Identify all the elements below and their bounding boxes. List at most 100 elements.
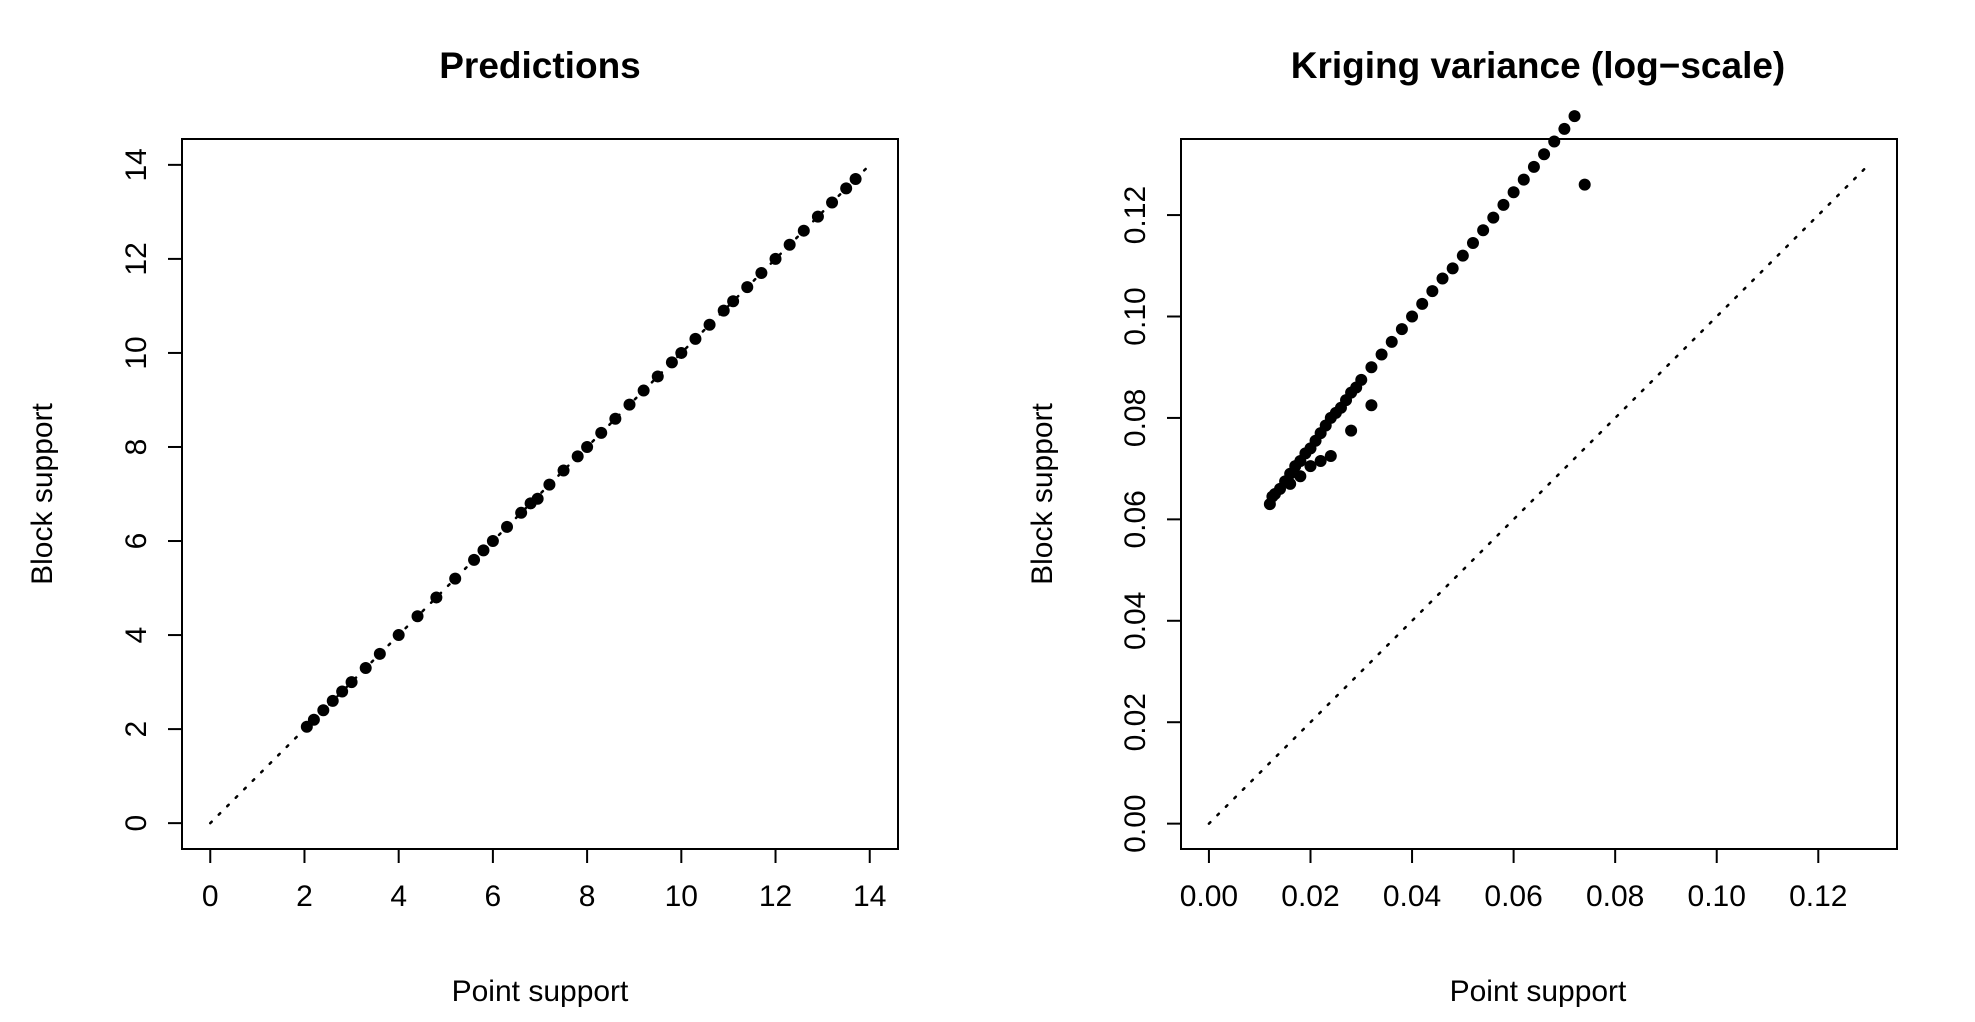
kriging-variance-y-axis-label: Block support: [1026, 402, 1059, 584]
predictions-data-point: [623, 398, 636, 411]
predictions-data-point: [392, 629, 405, 642]
predictions-y-tick-label: 14: [120, 148, 153, 181]
kriging-variance-data-point: [1406, 310, 1419, 323]
kriging-variance-data-point: [1548, 135, 1561, 148]
kriging-variance-x-axis: 0.00 0.02 0.04 0.06 0.08 0.10 0.12: [1180, 848, 1847, 913]
kriging-variance-data-point: [1487, 211, 1500, 224]
predictions-x-tick-label: 12: [759, 880, 792, 913]
kriging-variance-data-point: [1365, 399, 1378, 412]
predictions-data-point: [307, 713, 320, 726]
kriging-variance-data-point: [1365, 361, 1378, 374]
kriging-variance-data-point: [1304, 460, 1317, 473]
predictions-x-tick-label: 14: [853, 880, 886, 913]
kriging-variance-panel: Kriging variance (log−scale) 0.00 0.02 0.0…: [1026, 45, 1898, 1008]
predictions-x-tick-label: 8: [579, 880, 596, 913]
predictions-data-point: [515, 506, 528, 519]
kriging-variance-y-tick-label: 0.02: [1119, 693, 1152, 751]
predictions-data-point: [755, 267, 768, 280]
predictions-y-tick-label: 8: [120, 439, 153, 456]
predictions-data-point: [741, 281, 754, 294]
predictions-data-point: [595, 426, 608, 439]
kriging-variance-data-point: [1578, 178, 1591, 191]
kriging-variance-y-tick-label: 0.00: [1119, 794, 1152, 852]
predictions-data-point: [317, 704, 330, 717]
kriging-variance-data-point: [1375, 348, 1388, 361]
predictions-x-tick-label: 0: [202, 880, 219, 913]
predictions-data-point: [543, 478, 556, 491]
predictions-data-point: [769, 252, 782, 265]
kriging-variance-data-point: [1527, 160, 1540, 173]
kriging-variance-data-point: [1568, 110, 1581, 123]
predictions-y-tick-label: 12: [120, 242, 153, 275]
predictions-data-point: [359, 661, 372, 674]
predictions-x-axis: 0 2 4 6 8 10 12 14: [202, 848, 886, 913]
kriging-variance-y-tick-label: 0.08: [1119, 389, 1152, 447]
predictions-y-axis-label: Block support: [26, 402, 59, 584]
kriging-variance-data-point: [1456, 249, 1469, 262]
predictions-data-point: [849, 172, 862, 185]
kriging-variance-y-tick-label: 0.04: [1119, 592, 1152, 650]
predictions-x-tick-label: 4: [390, 880, 407, 913]
predictions-x-axis-label: Point support: [452, 975, 629, 1008]
kriging-variance-x-tick-label: 0.12: [1789, 880, 1847, 913]
predictions-data-point: [689, 332, 702, 345]
predictions-y-tick-label: 0: [120, 815, 153, 832]
predictions-data-point: [811, 210, 824, 223]
kriging-variance-data-point: [1497, 198, 1510, 211]
kriging-variance-points: [1263, 110, 1591, 511]
predictions-data-point: [571, 450, 584, 463]
predictions-data-point: [797, 224, 810, 237]
kriging-variance-x-tick-label: 0.04: [1383, 880, 1441, 913]
predictions-data-point: [826, 196, 839, 209]
predictions-data-point: [336, 685, 349, 698]
predictions-data-point: [449, 572, 462, 585]
kriging-variance-x-tick-label: 0.08: [1586, 880, 1644, 913]
kriging-variance-data-point: [1558, 122, 1571, 135]
predictions-data-point: [651, 370, 664, 383]
predictions-data-point: [477, 544, 490, 557]
predictions-y-tick-label: 10: [120, 336, 153, 369]
predictions-data-point: [840, 182, 853, 195]
kriging-variance-data-point: [1284, 477, 1297, 490]
predictions-data-point: [531, 492, 544, 505]
predictions-y-axis: 0 2 4 6 8 10 12 14: [120, 148, 183, 832]
predictions-data-point: [665, 356, 678, 369]
kriging-variance-y-tick-label: 0.06: [1119, 490, 1152, 548]
kriging-variance-x-tick-label: 0.06: [1484, 880, 1542, 913]
predictions-data-point: [430, 591, 443, 604]
predictions-data-point: [373, 647, 386, 660]
predictions-x-tick-label: 2: [296, 880, 313, 913]
predictions-data-point: [501, 520, 514, 533]
kriging-variance-data-point: [1426, 285, 1439, 298]
kriging-variance-reference-line: [1207, 163, 1871, 825]
kriging-variance-data-point: [1466, 236, 1479, 249]
kriging-variance-data-point: [1446, 262, 1459, 275]
predictions-x-tick-label: 6: [485, 880, 502, 913]
predictions-data-point: [675, 346, 688, 359]
predictions-points: [300, 172, 862, 733]
kriging-variance-data-point: [1517, 173, 1530, 186]
kriging-variance-y-tick-label: 0.12: [1119, 186, 1152, 244]
predictions-data-point: [783, 238, 796, 251]
predictions-data-point: [468, 553, 481, 566]
kriging-variance-data-point: [1324, 449, 1337, 462]
kriging-variance-data-point: [1477, 224, 1490, 237]
predictions-title: Predictions: [439, 45, 641, 86]
kriging-variance-data-point: [1416, 297, 1429, 310]
predictions-panel: Predictions 0 2 4 6 8 10 12 14 0 2 4 6 8 10 12 14 Poin…: [26, 45, 899, 1008]
predictions-data-point: [486, 535, 499, 548]
kriging-variance-data-point: [1355, 373, 1368, 386]
predictions-data-point: [703, 318, 716, 331]
predictions-data-point: [411, 610, 424, 623]
predictions-data-point: [326, 694, 339, 707]
kriging-variance-data-point: [1345, 424, 1358, 437]
kriging-variance-title: Kriging variance (log−scale): [1291, 45, 1786, 86]
predictions-y-tick-label: 6: [120, 533, 153, 550]
predictions-data-point: [727, 295, 740, 308]
kriging-variance-x-axis-label: Point support: [1450, 975, 1627, 1008]
kriging-variance-x-tick-label: 0.10: [1688, 880, 1746, 913]
predictions-y-tick-label: 2: [120, 721, 153, 738]
predictions-data-point: [557, 464, 570, 477]
